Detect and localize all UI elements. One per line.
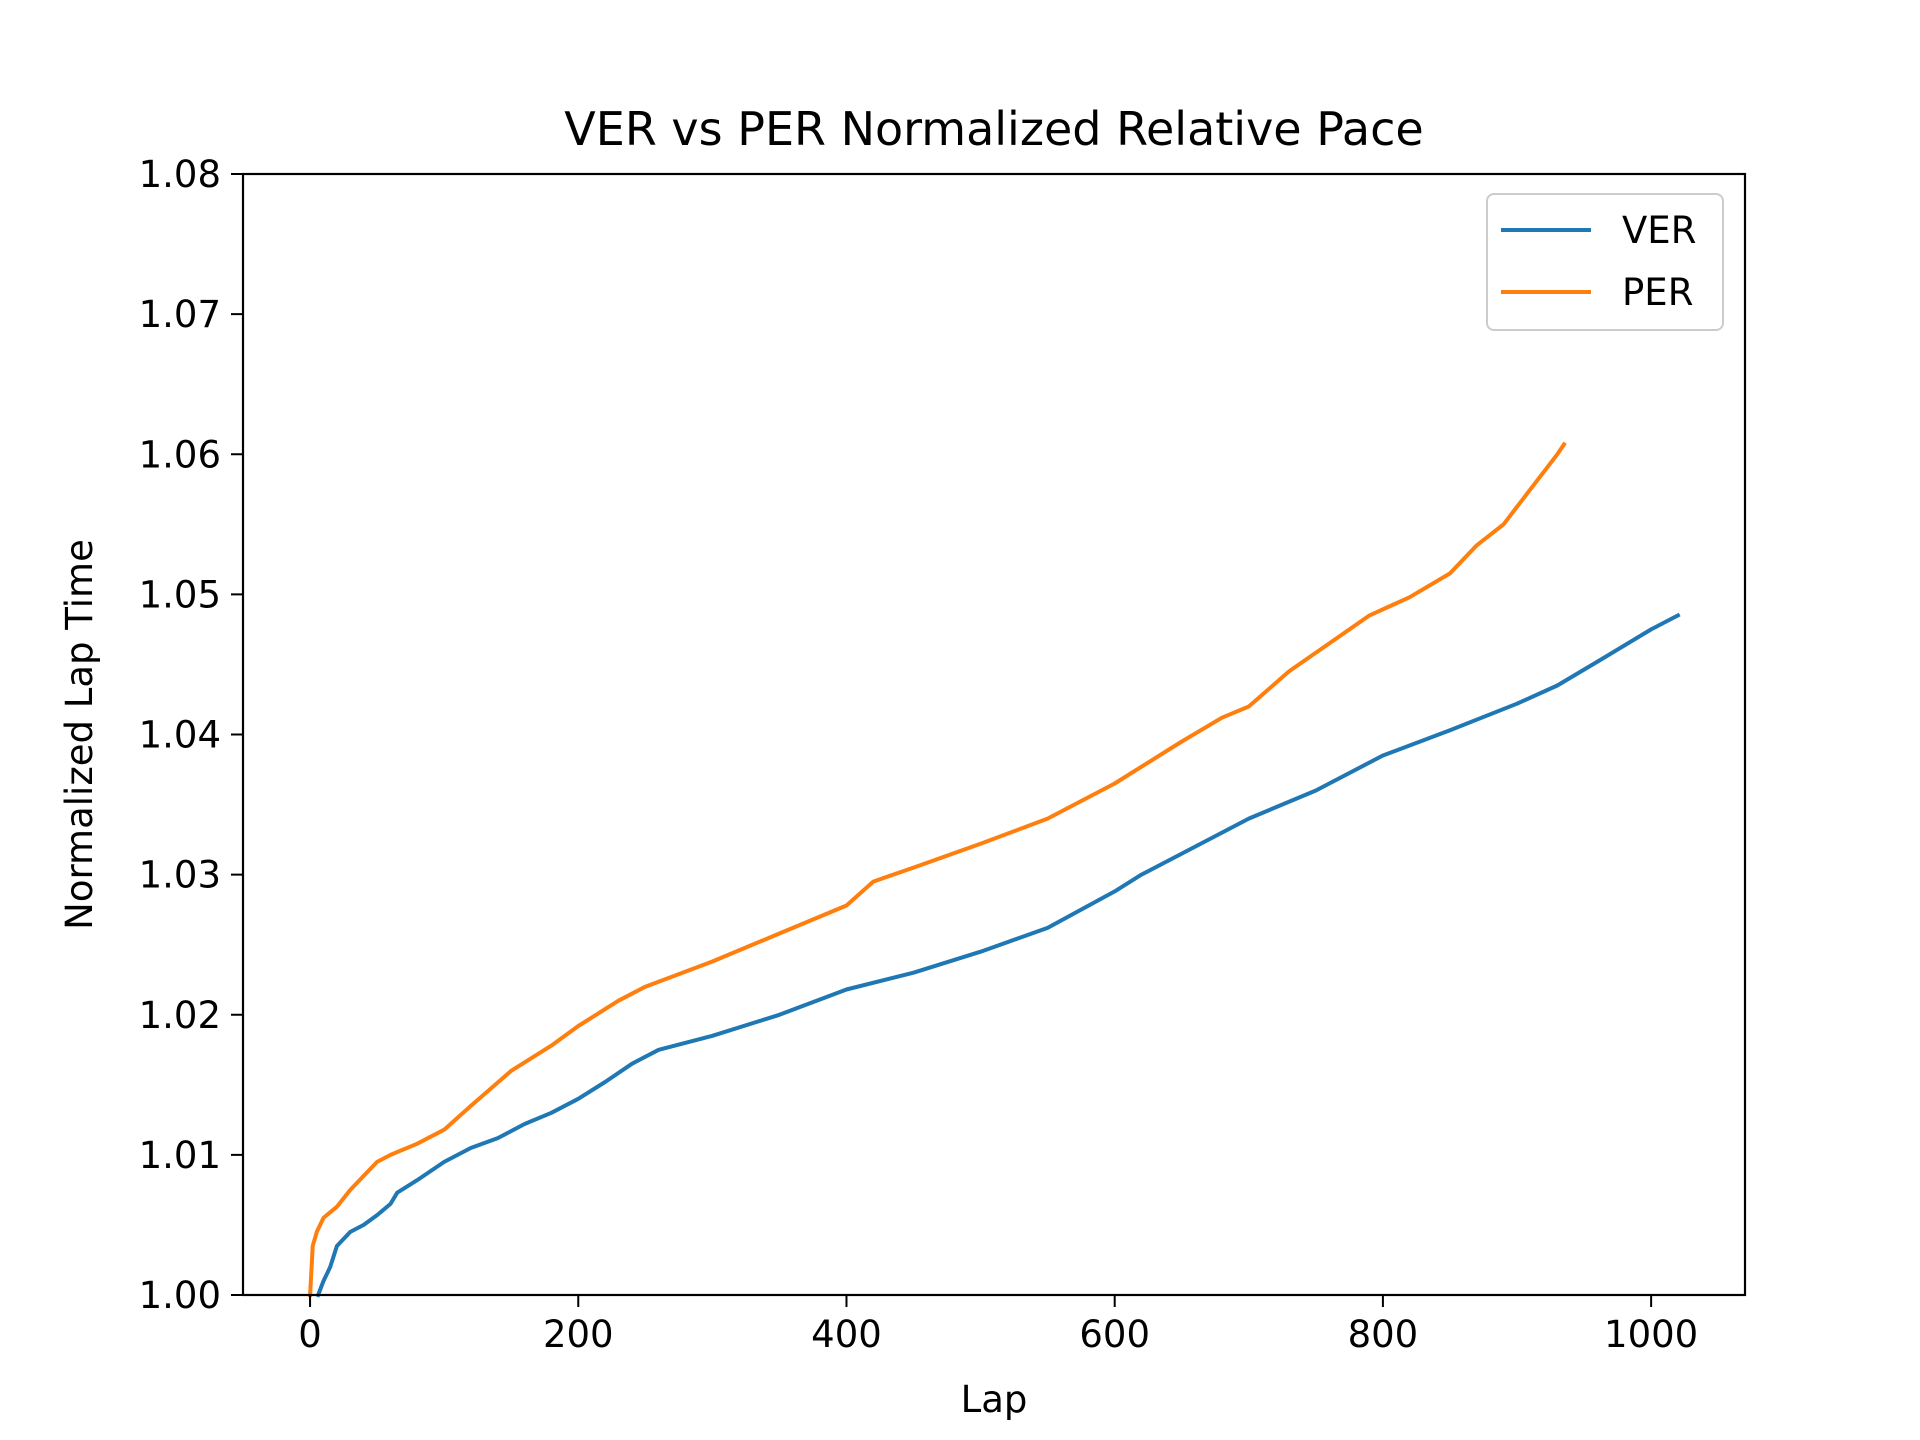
y-tick-label: 1.02 (139, 994, 221, 1037)
x-tick-label: 600 (1079, 1313, 1150, 1356)
x-tick-label: 800 (1348, 1313, 1419, 1356)
chart-title: VER vs PER Normalized Relative Pace (564, 102, 1423, 156)
y-tick-label: 1.05 (139, 573, 221, 616)
y-axis: 1.00 1.01 1.02 1.03 1.04 1.05 1.06 1.07 1.08 (139, 153, 243, 1317)
x-tick-label: 1000 (1604, 1313, 1698, 1356)
x-tick-label: 400 (811, 1313, 882, 1356)
legend: VER PER (1486, 193, 1724, 331)
x-axis: 0 200 400 600 800 1000 (298, 1295, 1698, 1356)
y-tick-label: 1.06 (139, 433, 221, 476)
legend-label-ver: VER (1622, 209, 1696, 252)
x-tick-label: 200 (543, 1313, 614, 1356)
y-tick-label: 1.07 (139, 293, 221, 336)
x-tick-label: 0 (298, 1313, 322, 1356)
y-tick-label: 1.03 (139, 854, 221, 897)
y-tick-label: 1.04 (139, 714, 221, 757)
series-line-per (307, 441, 1567, 1298)
x-axis-label: Lap (961, 1378, 1028, 1421)
series-layer (307, 441, 1681, 1298)
legend-label-per: PER (1622, 271, 1693, 314)
y-tick-label: 1.08 (139, 153, 221, 196)
series-line-ver (315, 612, 1681, 1298)
y-tick-label: 1.01 (139, 1134, 221, 1177)
y-tick-label: 1.00 (139, 1274, 221, 1317)
y-axis-label: Normalized Lap Time (58, 539, 101, 930)
